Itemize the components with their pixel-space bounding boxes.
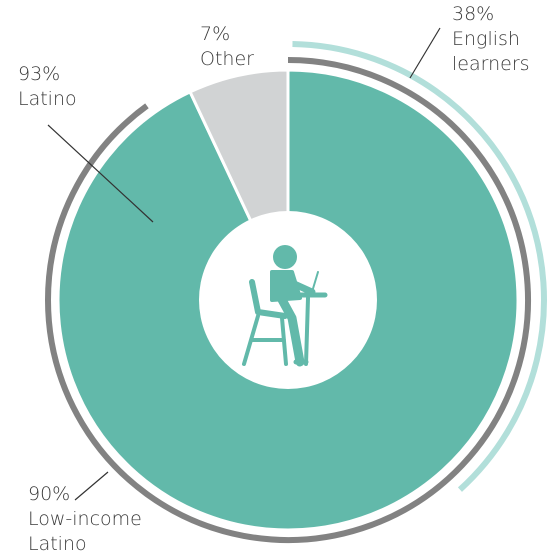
icon-desk-leg [304, 296, 310, 366]
ring-value-label: 90% [28, 483, 70, 505]
value-label: 93% [18, 63, 60, 85]
category-label: Other [200, 48, 254, 70]
icon-head [273, 245, 297, 269]
value-label: 7% [200, 23, 230, 45]
category-label: Latino [18, 88, 77, 110]
leader-line [409, 27, 441, 79]
icon-arm [286, 278, 316, 296]
student-icon [199, 211, 377, 389]
icon-chair-back [249, 279, 288, 319]
leader-line [47, 124, 154, 223]
icon-pencil [311, 271, 319, 293]
ring-arc [292, 41, 547, 492]
icon-chair-legs [242, 314, 288, 366]
ring-label: Low-income [28, 508, 142, 530]
icon-leg [275, 291, 305, 367]
ring-arc [45, 57, 531, 543]
ring-label: English [452, 28, 520, 50]
ring-label: learners [452, 53, 530, 75]
ring-label: Latino [28, 533, 87, 555]
ring-value-label: 38% [452, 3, 494, 25]
leader-line [74, 471, 109, 501]
